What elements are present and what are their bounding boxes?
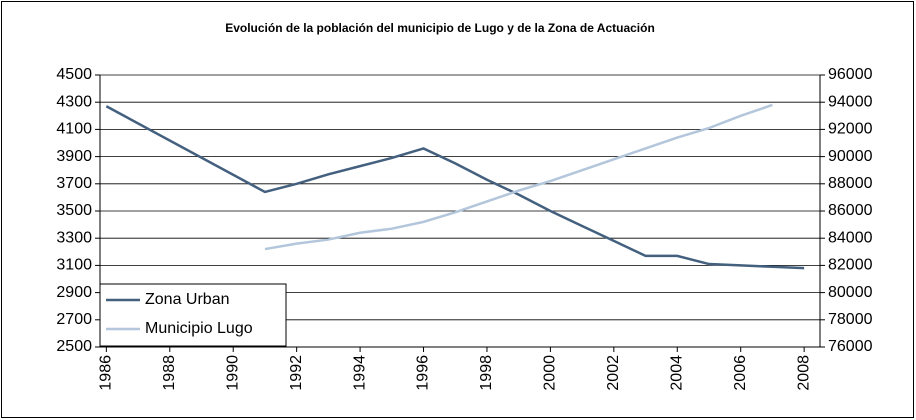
x-tick-label: 2008 [795, 355, 812, 391]
y2-tick-label: 80000 [828, 284, 873, 301]
x-tick-label: 1996 [415, 355, 432, 391]
series-line [105, 105, 805, 270]
legend-label: Municipio Lugo [145, 320, 253, 337]
y-tick-label: 4300 [56, 93, 92, 110]
series-line [264, 103, 773, 251]
y-tick-label: 3100 [56, 257, 92, 274]
legend-label: Zona Urban [145, 291, 230, 308]
y2-tick-label: 88000 [828, 175, 873, 192]
chart-title: Evolución de la población del municipio … [225, 21, 655, 35]
y-tick-label: 4100 [56, 121, 92, 138]
x-tick-label: 2006 [732, 355, 749, 391]
y-tick-label: 2900 [56, 284, 92, 301]
y2-tick-label: 90000 [828, 148, 873, 165]
x-tick-label: 1994 [351, 355, 368, 391]
x-tick-label: 1990 [224, 355, 241, 391]
y2-tick-label: 84000 [828, 229, 873, 246]
y-tick-label: 4500 [56, 66, 92, 83]
y-tick-label: 3300 [56, 229, 92, 246]
y-tick-label: 3700 [56, 175, 92, 192]
x-tick-label: 1998 [478, 355, 495, 391]
y2-tick-label: 76000 [828, 338, 873, 355]
y-tick-label: 3900 [56, 148, 92, 165]
y-tick-label: 2500 [56, 338, 92, 355]
y2-tick-label: 92000 [828, 121, 873, 138]
y-tick-label: 3500 [56, 202, 92, 219]
y2-tick-label: 82000 [828, 257, 873, 274]
y-tick-label: 2700 [56, 311, 92, 328]
x-tick-label: 1988 [161, 355, 178, 391]
x-tick-label: 2004 [668, 355, 685, 391]
y2-tick-label: 94000 [828, 93, 873, 110]
y2-tick-label: 78000 [828, 311, 873, 328]
x-tick-label: 1986 [98, 355, 115, 391]
x-tick-label: 1992 [288, 355, 305, 391]
y2-tick-label: 96000 [828, 66, 873, 83]
legend-box [99, 283, 287, 347]
y2-tick-label: 86000 [828, 202, 873, 219]
x-tick-label: 2000 [542, 355, 559, 391]
x-tick-label: 2002 [605, 355, 622, 391]
